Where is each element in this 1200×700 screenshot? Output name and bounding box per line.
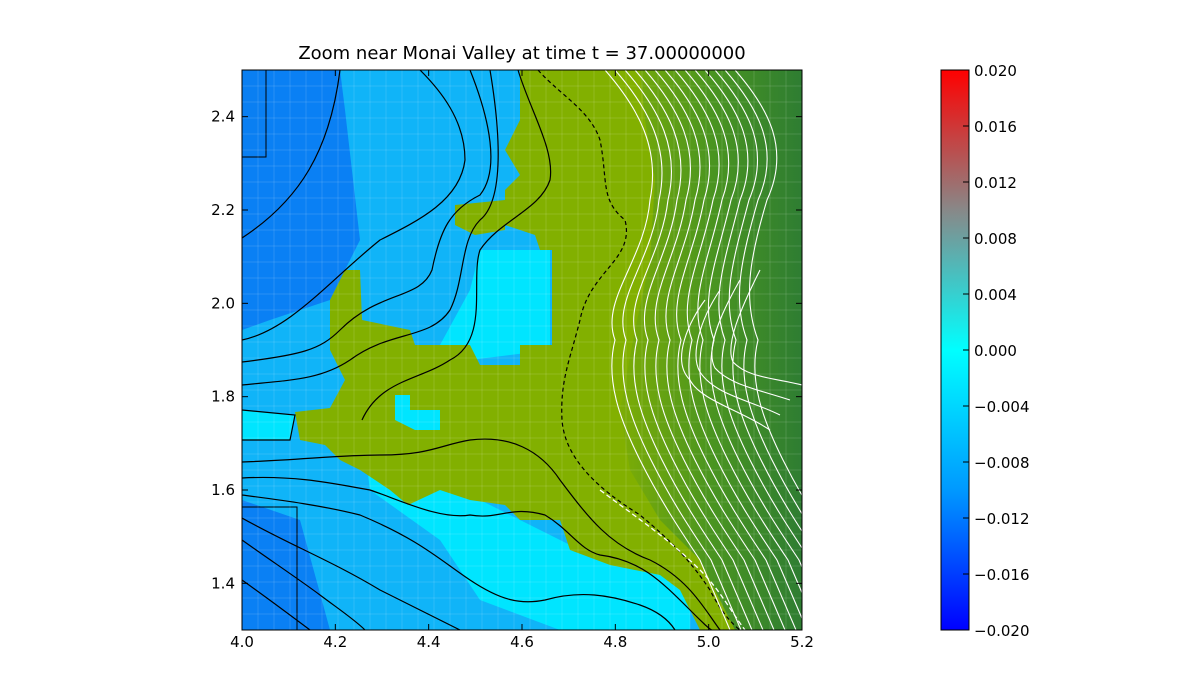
- y-axis: 1.4 1.6 1.8 2.0 2.2 2.4: [211, 108, 802, 592]
- colorbar-tick-label: −0.012: [974, 510, 1030, 528]
- contour-line: [624, 70, 753, 630]
- contour-line: [711, 279, 791, 401]
- colorbar-tick-label: −0.020: [974, 622, 1030, 640]
- x-tick-label: 4.8: [603, 633, 627, 651]
- y-tick-label: 1.4: [211, 574, 235, 592]
- x-tick-label: 5.0: [697, 633, 721, 651]
- colorbar-tick-label: −0.008: [974, 454, 1030, 472]
- contour-line: [704, 70, 802, 549]
- contour-line: [664, 70, 797, 630]
- colorbar-tick-label: −0.004: [974, 398, 1030, 416]
- contour-line: [730, 269, 802, 386]
- land-region: [455, 200, 505, 235]
- contour-line: [242, 409, 296, 441]
- land-slope-region: [620, 70, 802, 630]
- colorbar-tick-label: −0.016: [974, 566, 1030, 584]
- plot-area: [242, 70, 802, 630]
- chart-title: Zoom near Monai Valley at time t = 37.00…: [298, 43, 745, 64]
- colorbar-tick-label: 0.008: [974, 230, 1017, 248]
- deep-water-region: [242, 500, 330, 630]
- coastline-contour: [599, 489, 746, 630]
- contour-line: [684, 70, 802, 595]
- shallow-water-region: [362, 430, 690, 630]
- y-tick-label: 2.0: [211, 294, 235, 312]
- contour-line: [242, 70, 492, 363]
- contour-line: [674, 70, 802, 620]
- contour-line: [242, 438, 721, 630]
- contour-line: [681, 299, 771, 431]
- contour-line: [242, 579, 311, 630]
- coastline-contour: [537, 70, 741, 630]
- shallow-water-region: [395, 395, 440, 430]
- y-tick-label: 1.6: [211, 481, 235, 499]
- deep-water-region: [242, 70, 360, 330]
- x-tick-label: 4.6: [510, 633, 534, 651]
- colorbar-axis: 0.020 0.016 0.012 0.008 0.004 0.000 −0.004 −0.0…: [963, 62, 1030, 640]
- contour-line: [644, 70, 775, 630]
- x-tick-label: 4.4: [417, 633, 441, 651]
- grid-patch-box: [242, 506, 298, 630]
- contour-line: [654, 70, 786, 630]
- colorbar-tick-label: 0.000: [974, 342, 1017, 360]
- contour-line: [242, 70, 466, 341]
- colorbar-tick-label: 0.020: [974, 62, 1017, 80]
- x-axis: 4.0 4.2 4.4 4.6 4.8 5.0 5.2: [230, 70, 814, 651]
- grid-patch-box: [242, 70, 267, 158]
- shallow-water-region: [242, 410, 295, 440]
- y-tick-label: 2.4: [211, 108, 235, 126]
- contour-line: [361, 70, 552, 421]
- contour-line: [242, 539, 366, 630]
- x-tick-label: 4.0: [230, 633, 254, 651]
- contour-line: [604, 70, 731, 630]
- contour-line: [242, 70, 341, 239]
- x-tick-label: 4.2: [323, 633, 347, 651]
- contour-line: [734, 70, 802, 497]
- contour-line: [724, 70, 802, 515]
- colorbar-tick-label: 0.004: [974, 286, 1017, 304]
- contour-line: [242, 70, 499, 386]
- y-tick-label: 2.2: [211, 201, 235, 219]
- shallow-water-region: [440, 250, 550, 360]
- contour-line: [634, 70, 764, 630]
- y-tick-label: 1.8: [211, 388, 235, 406]
- contour-line: [714, 70, 802, 533]
- x-tick-label: 5.2: [790, 633, 814, 651]
- colorbar-tick-label: 0.012: [974, 174, 1017, 192]
- colorbar-tick-label: 0.016: [974, 118, 1017, 136]
- contour-line: [242, 517, 461, 630]
- contour-line: [242, 476, 713, 630]
- contour-line: [614, 70, 742, 630]
- contour-line: [695, 289, 781, 416]
- contour-line: [242, 494, 676, 630]
